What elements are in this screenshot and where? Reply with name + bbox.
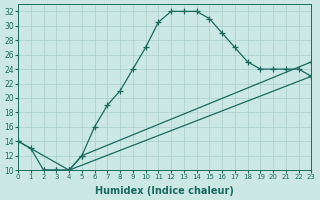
X-axis label: Humidex (Indice chaleur): Humidex (Indice chaleur) bbox=[95, 186, 234, 196]
